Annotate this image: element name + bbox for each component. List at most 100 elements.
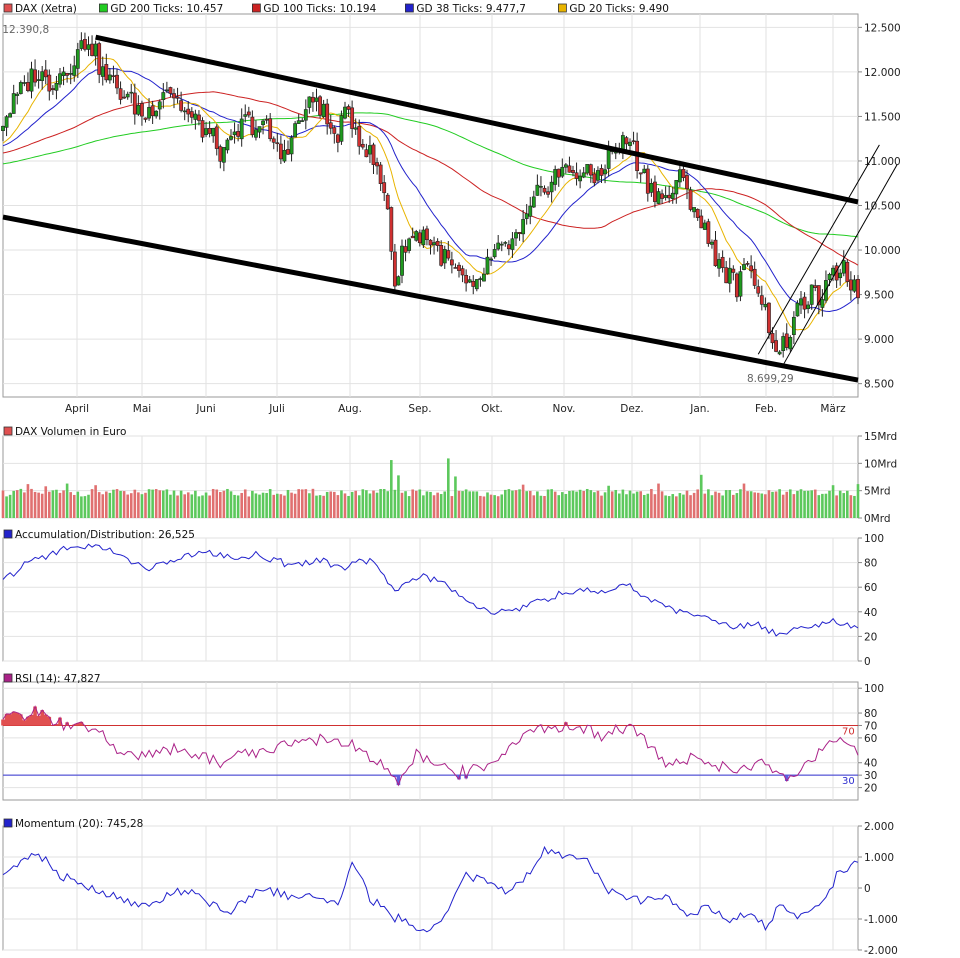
candle-body bbox=[745, 263, 750, 265]
candle-body bbox=[268, 118, 273, 140]
volume-bar bbox=[593, 492, 596, 518]
candle-body bbox=[168, 87, 173, 94]
candle-body bbox=[681, 168, 686, 178]
candle-body bbox=[392, 251, 397, 287]
volume-bar bbox=[190, 494, 194, 518]
candle-body bbox=[229, 136, 233, 140]
candle-body bbox=[791, 316, 796, 335]
volume-bar bbox=[201, 495, 204, 518]
candle-body bbox=[257, 126, 262, 133]
candle-body bbox=[400, 245, 404, 276]
candle-body bbox=[549, 181, 554, 193]
candle-body bbox=[542, 187, 547, 193]
volume-bar bbox=[365, 490, 368, 518]
y-tick-label: 60 bbox=[864, 733, 877, 745]
volume-bar bbox=[439, 494, 443, 518]
volume-bar bbox=[105, 491, 108, 518]
panel-5: -2.000 -1.000 0 1.000 2.000 bbox=[2, 821, 898, 957]
candle-body bbox=[656, 191, 661, 204]
y-tick-label: 11.000 bbox=[864, 156, 901, 168]
y-tick-label: 60 bbox=[864, 582, 877, 594]
candle-body bbox=[125, 93, 130, 98]
volume-bar bbox=[411, 489, 414, 518]
candle-body bbox=[649, 183, 654, 193]
candle-body bbox=[667, 194, 672, 199]
candle-body bbox=[581, 172, 586, 178]
candle-body bbox=[734, 273, 739, 298]
candle-body bbox=[724, 267, 729, 284]
volume-bar bbox=[432, 495, 436, 518]
volume-bar bbox=[664, 495, 667, 518]
candle-body bbox=[631, 140, 636, 143]
candle-body bbox=[278, 143, 283, 160]
volume-bar bbox=[479, 495, 482, 518]
candle-body bbox=[485, 256, 490, 275]
volume-bar bbox=[575, 491, 578, 518]
candle-body bbox=[343, 106, 347, 119]
panel-frame bbox=[2, 537, 859, 662]
volume-bar bbox=[436, 492, 439, 518]
candle-body bbox=[50, 88, 55, 90]
volume-bar bbox=[707, 489, 710, 518]
candle-body bbox=[118, 88, 123, 100]
candle-body bbox=[214, 126, 219, 149]
candle-body bbox=[33, 69, 37, 83]
volume-bar bbox=[215, 489, 219, 518]
candle-body bbox=[236, 131, 241, 137]
volume-bar bbox=[1, 490, 5, 518]
volume-bar bbox=[443, 491, 447, 518]
volume-bar bbox=[343, 493, 347, 518]
volume-bar bbox=[621, 489, 625, 518]
volume-bar bbox=[561, 492, 564, 518]
legend-entry: GD 20 Ticks: 9.490 bbox=[569, 3, 669, 15]
volume-bar bbox=[414, 490, 418, 518]
candle-body bbox=[414, 231, 419, 241]
candle-body bbox=[75, 49, 80, 69]
x-tick-label: Nov. bbox=[552, 403, 575, 415]
volume-bar bbox=[15, 490, 19, 518]
y-tick-label: 15Mrd bbox=[864, 431, 897, 443]
candle-body bbox=[563, 164, 568, 168]
volume-bar bbox=[678, 493, 682, 518]
candle-body bbox=[492, 249, 497, 258]
volume-bar bbox=[297, 489, 300, 518]
candle-body bbox=[706, 221, 711, 244]
volume-bar bbox=[133, 489, 137, 518]
candle-body bbox=[638, 172, 643, 175]
volume-bar bbox=[799, 489, 803, 518]
candle-body bbox=[232, 131, 237, 136]
volume-bar bbox=[813, 489, 817, 518]
volume-bar bbox=[83, 496, 87, 518]
candle-body bbox=[777, 351, 782, 355]
candle-body bbox=[58, 73, 62, 85]
volume-bar bbox=[450, 496, 454, 518]
candle-body bbox=[471, 281, 476, 287]
momentum-line bbox=[2, 845, 859, 933]
volume-bar bbox=[418, 489, 422, 518]
volume-bar bbox=[243, 489, 247, 518]
candle-body bbox=[97, 43, 102, 75]
candle-body bbox=[692, 207, 697, 213]
volume-bar bbox=[204, 492, 208, 518]
candle-body bbox=[100, 66, 105, 77]
candle-body bbox=[439, 245, 444, 266]
volume-bar bbox=[553, 491, 557, 518]
x-tick-label: Dez. bbox=[620, 403, 643, 415]
volume-bar bbox=[304, 489, 308, 518]
candle-body bbox=[546, 191, 550, 195]
candle-body bbox=[47, 74, 52, 92]
volume-bar bbox=[258, 494, 261, 518]
volume-bar bbox=[710, 495, 714, 518]
volume-bar bbox=[660, 491, 664, 518]
legend-swatch bbox=[404, 3, 414, 13]
candle-body bbox=[403, 246, 408, 253]
volume-bar bbox=[753, 492, 756, 518]
volume-bar bbox=[835, 495, 838, 518]
candle-body bbox=[207, 128, 212, 134]
volume-bar bbox=[635, 491, 639, 518]
candle-body bbox=[83, 39, 87, 50]
volume-bar bbox=[596, 490, 600, 518]
volume-bar bbox=[842, 493, 846, 518]
candle-body bbox=[221, 147, 226, 163]
volume-bar bbox=[129, 493, 133, 518]
